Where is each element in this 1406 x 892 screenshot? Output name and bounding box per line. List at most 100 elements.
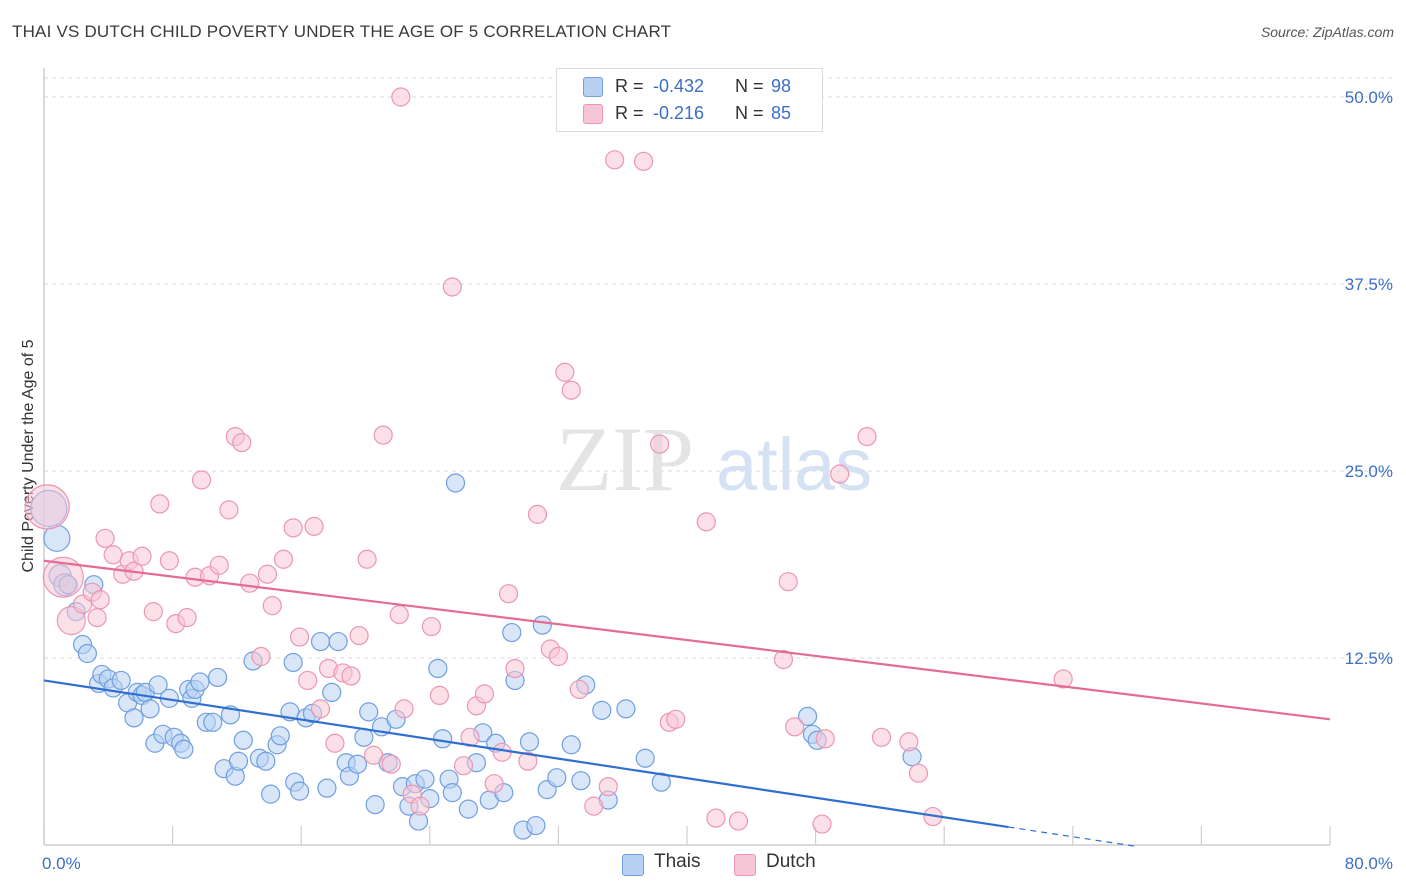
- legend-row-dutch: R = -0.216 N = 85: [557, 101, 820, 127]
- dutch-point: [584, 796, 604, 816]
- data-points: [24, 87, 1073, 840]
- thais-point: [322, 682, 342, 703]
- dutch-point: [191, 470, 212, 490]
- dutch-point: [257, 564, 278, 584]
- dutch-point: [410, 796, 430, 816]
- dutch-point: [706, 808, 726, 828]
- dutch-point: [548, 646, 569, 667]
- legend-n-label: N =: [735, 76, 764, 96]
- legend-thais-n: 98: [771, 76, 792, 96]
- dutch-point: [492, 742, 512, 762]
- thais-point: [442, 783, 462, 803]
- thais-point: [228, 751, 249, 771]
- dutch-point: [518, 751, 538, 771]
- dutch-point: [605, 150, 625, 170]
- dutch-point: [474, 684, 495, 704]
- dutch-point: [341, 666, 361, 686]
- thais-point: [532, 615, 552, 635]
- dutch-point: [357, 549, 377, 569]
- thais-trend-line: [43, 679, 1009, 829]
- y-tick-label: 50.0%: [1345, 88, 1393, 107]
- dutch-point: [598, 777, 618, 797]
- dutch-point: [298, 670, 318, 691]
- dutch-point: [209, 555, 229, 575]
- thais-point: [77, 643, 98, 664]
- legend-r-label: R =: [615, 103, 644, 123]
- dutch-point: [498, 584, 519, 604]
- thais-point: [359, 702, 379, 722]
- thais-point: [433, 729, 453, 749]
- thais-point: [797, 706, 818, 726]
- dutch-point: [442, 277, 462, 297]
- dutch-point: [785, 717, 805, 737]
- thais-point: [190, 672, 210, 692]
- dutch-point: [304, 516, 324, 536]
- y-tick-label: 37.5%: [1345, 275, 1393, 294]
- legend-r-label: R =: [615, 76, 644, 96]
- watermark-atlas: atlas: [716, 423, 872, 506]
- dutch-point: [273, 549, 294, 569]
- dutch-point: [778, 572, 798, 592]
- dutch-point: [561, 380, 581, 400]
- dutch-point: [421, 616, 442, 637]
- y-tick-label: 25.0%: [1345, 462, 1393, 481]
- dutch-point: [830, 464, 850, 484]
- thais-point: [428, 658, 448, 679]
- tick-labels: 12.5% 25.0% 37.5% 50.0% 0.0% 80.0%: [42, 88, 1393, 873]
- thais-point: [592, 700, 612, 720]
- thais-point: [519, 732, 540, 752]
- thais-point: [270, 726, 290, 746]
- dutch-point: [262, 596, 282, 616]
- thais-point: [174, 739, 194, 759]
- thais-point: [526, 815, 546, 836]
- legend-thais-r: -0.432: [653, 76, 705, 96]
- thais-point: [140, 699, 160, 719]
- dutch-point: [484, 774, 504, 794]
- thais-point: [124, 708, 144, 728]
- dutch-point: [24, 484, 70, 530]
- dutch-point: [251, 646, 271, 667]
- dutch-point: [555, 362, 575, 382]
- watermark-zip: ZIP: [556, 408, 694, 510]
- thais-point: [283, 652, 303, 673]
- dutch-point: [505, 658, 525, 679]
- dutch-point: [95, 528, 115, 548]
- dutch-point: [232, 432, 252, 453]
- thais-point: [289, 781, 310, 801]
- dutch-point: [349, 625, 369, 646]
- thais-point: [458, 799, 478, 819]
- axes: [43, 68, 1331, 846]
- dutch-point: [728, 811, 749, 831]
- thais-point: [635, 748, 655, 768]
- y-tick-label: 12.5%: [1345, 649, 1393, 668]
- dutch-point: [650, 434, 670, 454]
- thais-point: [561, 735, 581, 755]
- legend-n-label: N =: [735, 103, 764, 123]
- dutch-point: [87, 608, 107, 628]
- dutch-point: [908, 763, 929, 783]
- dutch-point: [815, 729, 835, 749]
- dutch-point: [150, 494, 170, 514]
- x-tick-label: 0.0%: [42, 854, 81, 873]
- dutch-point: [857, 426, 877, 447]
- legend: R = -0.432 N = 98 R = -0.216 N = 85: [556, 68, 823, 132]
- dutch-point: [132, 546, 152, 566]
- thais-point: [203, 712, 223, 732]
- thais-point: [445, 473, 466, 493]
- dutch-point: [42, 556, 84, 598]
- dutch-point: [389, 605, 409, 625]
- thais-point: [233, 730, 253, 750]
- dutch-point: [289, 627, 310, 647]
- dutch-point: [871, 727, 892, 747]
- dutch-point: [56, 605, 86, 636]
- dutch-point: [696, 512, 716, 532]
- dutch-point: [394, 699, 414, 719]
- dutch-point: [219, 500, 239, 520]
- dutch-point: [143, 602, 163, 622]
- dutch-point: [90, 590, 110, 610]
- dutch-point: [373, 425, 393, 445]
- thais-point: [148, 675, 168, 695]
- thais-point: [256, 751, 276, 771]
- dutch-point: [283, 518, 303, 538]
